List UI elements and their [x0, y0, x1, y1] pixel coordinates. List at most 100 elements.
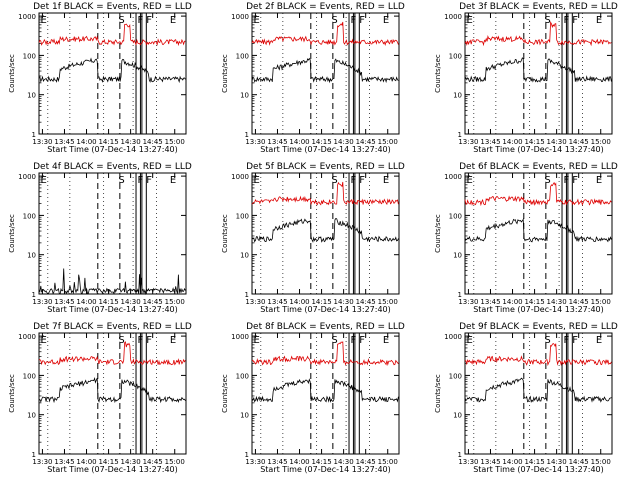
marker-letter-F: F [359, 335, 365, 346]
x-tick-label: 14:45 [143, 458, 163, 466]
y-axis-label: Counts/sec [221, 54, 229, 93]
lld-rate-line [252, 341, 399, 366]
y-tick-label: 100 [23, 372, 36, 380]
panel-title: Det 3f BLACK = Events, RED = LLD [459, 2, 618, 12]
x-tick-label: 14:15 [524, 298, 544, 306]
y-tick-label: 1000 [18, 13, 36, 21]
y-tick-label: 100 [449, 372, 462, 380]
x-tick-label: 14:00 [289, 458, 309, 466]
x-tick-label: 14:45 [356, 458, 376, 466]
y-tick-label: 1 [32, 291, 36, 299]
x-tick-label: 14:00 [76, 298, 96, 306]
marker-letter-S: S [544, 175, 550, 186]
marker-letter-F: F [137, 15, 143, 26]
x-tick-label: 13:30 [458, 298, 478, 306]
x-tick-label: 13:30 [32, 298, 52, 306]
event-rate-line [251, 218, 399, 243]
marker-letter-F: F [137, 335, 143, 346]
x-tick-label: 15:00 [165, 298, 185, 306]
event-rate-line [38, 377, 186, 404]
y-tick-label: 1000 [231, 13, 249, 21]
detector-panel-8: Det 8f BLACK = Events, RED = LLD 1 10 100 10… [221, 322, 405, 474]
x-tick-label: 14:15 [311, 458, 331, 466]
x-tick-label: 14:30 [121, 138, 141, 146]
x-tick-label: 13:30 [245, 458, 265, 466]
x-tick-label: 14:15 [524, 458, 544, 466]
y-tick-label: 10 [453, 252, 462, 260]
y-tick-label: 10 [240, 252, 249, 260]
y-tick-label: 1000 [444, 173, 462, 181]
lld-rate-line [251, 181, 399, 206]
marker-letter-F: F [563, 175, 569, 186]
marker-letter-E: E [170, 175, 176, 186]
x-tick-label: 14:00 [289, 138, 309, 146]
y-tick-label: 10 [453, 92, 462, 100]
panel-title: Det 7f BLACK = Events, RED = LLD [33, 322, 192, 332]
x-axis-label: Start Time (07-Dec-14 13:27:40) [47, 305, 178, 314]
x-axis-label: Start Time (07-Dec-14 13:27:40) [47, 145, 178, 154]
x-tick-label: 14:15 [98, 458, 118, 466]
y-tick-label: 100 [236, 52, 249, 60]
y-axis-label: Counts/sec [221, 214, 229, 253]
y-tick-label: 1 [245, 451, 249, 459]
marker-letter-E: E [383, 335, 389, 346]
plot-frame [251, 12, 400, 135]
marker-letter-S: S [544, 15, 550, 26]
marker-letter-E: E [253, 175, 259, 186]
x-tick-label: 13:45 [480, 298, 500, 306]
marker-letter-E: E [466, 15, 472, 26]
event-rate-line [251, 378, 399, 403]
x-tick-label: 14:30 [121, 458, 141, 466]
x-tick-label: 13:30 [32, 458, 52, 466]
marker-letter-E: E [596, 175, 602, 186]
y-tick-label: 100 [449, 52, 462, 60]
marker-letter-E: E [253, 335, 259, 346]
x-tick-label: 14:15 [524, 138, 544, 146]
x-tick-label: 15:00 [165, 138, 185, 146]
marker-letter-F: F [359, 15, 365, 26]
y-axis-label: Counts/sec [8, 374, 16, 413]
x-tick-label: 14:45 [356, 298, 376, 306]
x-tick-label: 13:30 [32, 138, 52, 146]
x-tick-label: 15:00 [165, 458, 185, 466]
marker-letter-E: E [596, 335, 602, 346]
y-tick-label: 100 [236, 212, 249, 220]
plot-frame [251, 172, 400, 295]
panel-title: Det 6f BLACK = Events, RED = LLD [459, 162, 618, 172]
x-tick-label: 13:45 [480, 458, 500, 466]
lld-rate-line [38, 341, 186, 366]
detector-panel-5: Det 5f BLACK = Events, RED = LLD 1 10 100 10… [221, 162, 405, 314]
marker-letter-S: S [118, 335, 124, 346]
y-axis-label: Counts/sec [434, 214, 442, 253]
event-rate-line [38, 268, 186, 296]
panel-title: Det 4f BLACK = Events, RED = LLD [33, 162, 192, 172]
x-tick-label: 14:45 [569, 298, 589, 306]
detector-panel-2: Det 2f BLACK = Events, RED = LLD 1 10 100 10… [221, 2, 405, 154]
x-tick-label: 14:00 [502, 138, 522, 146]
x-tick-label: 15:00 [378, 458, 398, 466]
marker-letter-F: F [137, 175, 143, 186]
x-tick-label: 15:00 [591, 298, 611, 306]
marker-letter-F: F [563, 335, 569, 346]
x-tick-label: 14:30 [334, 458, 354, 466]
lld-rate-line [464, 20, 612, 47]
panel-title: Det 8f BLACK = Events, RED = LLD [246, 322, 405, 332]
event-rate-line [38, 57, 186, 84]
y-axis-label: Counts/sec [434, 54, 442, 93]
marker-letter-S: S [118, 175, 124, 186]
marker-letter-E: E [596, 15, 602, 26]
y-tick-label: 10 [453, 412, 462, 420]
x-tick-label: 14:00 [76, 138, 96, 146]
marker-letter-F: F [350, 175, 356, 186]
y-tick-label: 1 [458, 131, 462, 139]
event-rate-line [464, 377, 612, 404]
y-tick-label: 10 [27, 252, 36, 260]
x-tick-label: 13:45 [267, 138, 287, 146]
x-tick-label: 13:30 [245, 138, 265, 146]
x-axis-label: Start Time (07-Dec-14 13:27:40) [473, 465, 604, 474]
marker-letter-E: E [40, 335, 46, 346]
plot-frame [38, 12, 187, 135]
x-tick-label: 14:15 [98, 298, 118, 306]
marker-letter-S: S [544, 335, 550, 346]
